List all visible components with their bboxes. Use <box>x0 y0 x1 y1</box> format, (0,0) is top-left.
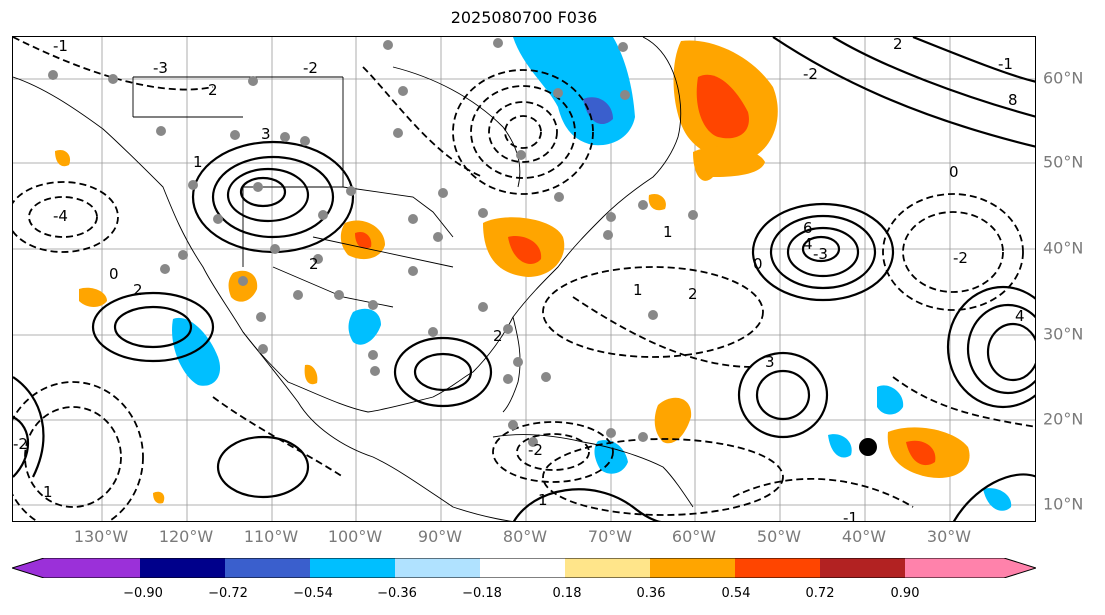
contour-label: 3 <box>261 125 271 143</box>
contour-label: -1 <box>843 509 858 522</box>
contour-label: -3 <box>153 59 168 77</box>
lon-label: 110°W <box>243 527 299 546</box>
colorbar-swatch <box>820 558 905 578</box>
colorbar-swatch <box>735 558 820 578</box>
lat-label: 40°N <box>1043 238 1084 258</box>
colorbar-tick: −0.36 <box>377 586 417 601</box>
contour-label: 0 <box>949 163 959 181</box>
contour-label: -1 <box>53 37 68 55</box>
colorbar <box>12 558 1036 578</box>
colorbar-swatch <box>395 558 480 578</box>
map-panel: -1 -3 2 3 -2 1 -4 0 2 6 4 -3 8 2 -1 0 -2… <box>12 36 1036 522</box>
contour-label: -2 <box>953 249 968 267</box>
colorbar-tick: 0.36 <box>636 586 666 601</box>
colorbar-tick: 0.54 <box>721 586 751 601</box>
colorbar-tick: 0.72 <box>805 586 835 601</box>
contour-label: 1 <box>43 483 53 501</box>
contour-label: 0 <box>109 265 119 283</box>
contour-label: 1 <box>633 281 643 299</box>
colorbar-swatch <box>480 558 565 578</box>
colorbar-tick: −0.54 <box>293 586 333 601</box>
contour-label: 2 <box>133 281 143 299</box>
colorbar-swatch <box>140 558 225 578</box>
lat-label: 10°N <box>1043 494 1084 514</box>
lon-label: 130°W <box>73 527 129 546</box>
map-title: 2025080700 F036 <box>450 8 598 27</box>
map-canvas: -1 -3 2 3 -2 1 -4 0 2 6 4 -3 8 2 -1 0 -2… <box>13 37 1035 522</box>
contour-label: -2 <box>803 65 818 83</box>
station-markers <box>48 38 698 447</box>
colorbar-swatch <box>310 558 395 578</box>
colorbar-swatch <box>905 558 1004 578</box>
lat-label: 30°N <box>1043 324 1084 344</box>
contour-label: -2 <box>528 441 543 459</box>
lon-label: 120°W <box>158 527 214 546</box>
lat-label: 60°N <box>1043 68 1084 88</box>
contour-label: 2 <box>208 81 218 99</box>
lon-label: 50°W <box>756 527 802 546</box>
contour-label: -3 <box>813 245 828 263</box>
contour-label: -4 <box>53 207 68 225</box>
colorbar-tick: 0.18 <box>552 586 582 601</box>
contour-label: 1 <box>538 491 548 509</box>
contours-negative <box>13 37 1035 521</box>
contour-label: 4 <box>1015 307 1025 325</box>
colorbar-swatch <box>44 558 140 578</box>
contour-label: 6 <box>803 219 813 237</box>
contour-label: 1 <box>193 153 203 171</box>
lon-label: 40°W <box>841 527 887 546</box>
contour-label: 2 <box>309 255 319 273</box>
graticule <box>13 37 1035 521</box>
colorbar-swatch <box>650 558 735 578</box>
lat-label: 20°N <box>1043 409 1084 429</box>
lon-label: 70°W <box>587 527 633 546</box>
contour-label: 8 <box>1008 91 1018 109</box>
contours-positive <box>13 37 1035 521</box>
lon-label: 90°W <box>417 527 463 546</box>
contour-label: 2 <box>493 327 503 345</box>
contour-label: -2 <box>303 59 318 77</box>
colorbar-swatch <box>225 558 310 578</box>
colorbar-swatch <box>12 558 44 578</box>
contour-label: 1 <box>663 223 673 241</box>
lon-label: 80°W <box>502 527 548 546</box>
colorbar-swatch <box>565 558 650 578</box>
colorbar-tick: −0.18 <box>462 586 502 601</box>
storm-marker <box>859 438 877 456</box>
contour-label: 2 <box>893 37 903 53</box>
contour-label: 2 <box>688 285 698 303</box>
lat-label: 50°N <box>1043 152 1084 172</box>
colorbar-tick: 0.90 <box>890 586 920 601</box>
contour-label: 3 <box>765 353 775 371</box>
colorbar-tick: −0.90 <box>123 586 163 601</box>
lon-label: 100°W <box>327 527 383 546</box>
contour-labels: -1 -3 2 3 -2 1 -4 0 2 6 4 -3 8 2 -1 0 -2… <box>13 37 1025 522</box>
contour-label: -2 <box>13 435 28 453</box>
colorbar-tick: −0.72 <box>208 586 248 601</box>
lon-label: 60°W <box>671 527 717 546</box>
contour-label: 0 <box>753 255 763 273</box>
colorbar-swatch <box>1004 558 1036 578</box>
lon-label: 30°W <box>926 527 972 546</box>
shading-warm <box>55 40 970 504</box>
contour-label: -1 <box>998 55 1013 73</box>
contour-label: 4 <box>803 235 813 253</box>
